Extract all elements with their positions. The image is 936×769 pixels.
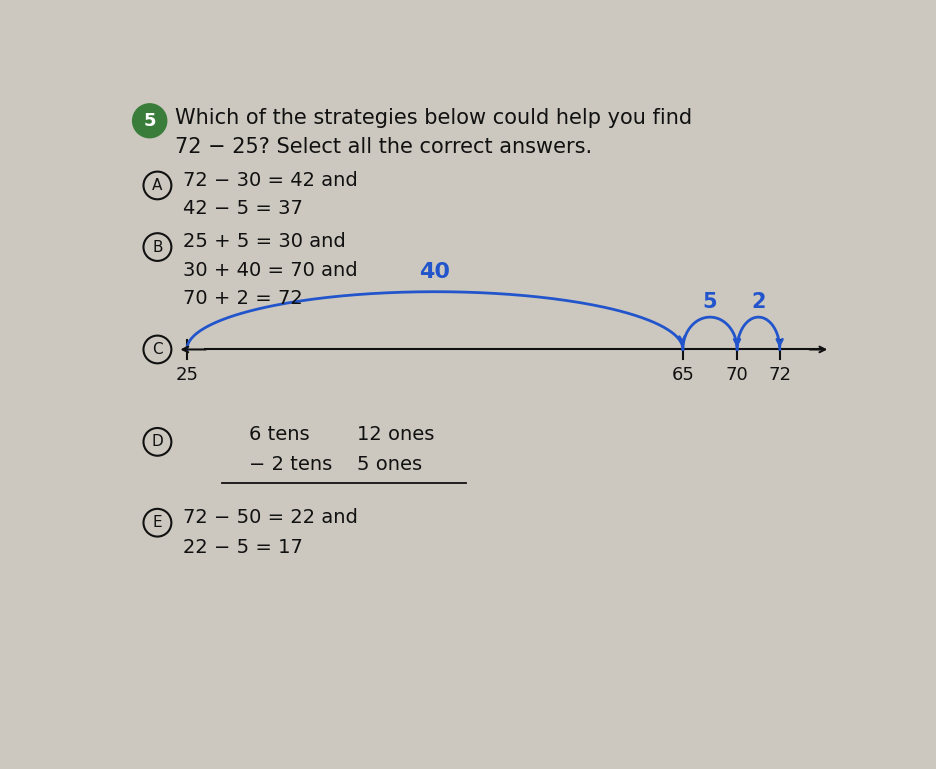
Text: 5: 5	[702, 291, 717, 311]
Text: 70: 70	[725, 366, 748, 384]
Text: 5: 5	[143, 112, 155, 130]
Text: D: D	[152, 434, 163, 449]
Text: − 2 tens: − 2 tens	[249, 455, 331, 474]
Text: 25: 25	[175, 366, 198, 384]
Text: 30 + 40 = 70 and: 30 + 40 = 70 and	[183, 261, 358, 280]
Circle shape	[133, 104, 167, 138]
Text: Which of the strategies below could help you find: Which of the strategies below could help…	[175, 108, 692, 128]
Text: 72 − 30 = 42 and: 72 − 30 = 42 and	[183, 171, 358, 190]
Text: 42 − 5 = 37: 42 − 5 = 37	[183, 199, 302, 218]
Text: 72 − 25? Select all the correct answers.: 72 − 25? Select all the correct answers.	[175, 137, 592, 157]
Text: A: A	[152, 178, 163, 193]
Text: 72: 72	[768, 366, 790, 384]
Text: E: E	[153, 515, 162, 530]
Text: 2: 2	[751, 291, 765, 311]
Text: C: C	[152, 342, 163, 357]
Text: 65: 65	[671, 366, 694, 384]
Text: 72 − 50 = 22 and: 72 − 50 = 22 and	[183, 508, 358, 527]
Text: 25 + 5 = 30 and: 25 + 5 = 30 and	[183, 232, 345, 251]
Text: 40: 40	[419, 262, 450, 282]
Text: 22 − 5 = 17: 22 − 5 = 17	[183, 538, 302, 557]
Text: 70 + 2 = 72: 70 + 2 = 72	[183, 289, 302, 308]
Text: 6 tens: 6 tens	[249, 424, 309, 444]
Text: B: B	[152, 240, 163, 255]
Text: 12 ones: 12 ones	[357, 424, 434, 444]
Text: 5 ones: 5 ones	[357, 455, 422, 474]
